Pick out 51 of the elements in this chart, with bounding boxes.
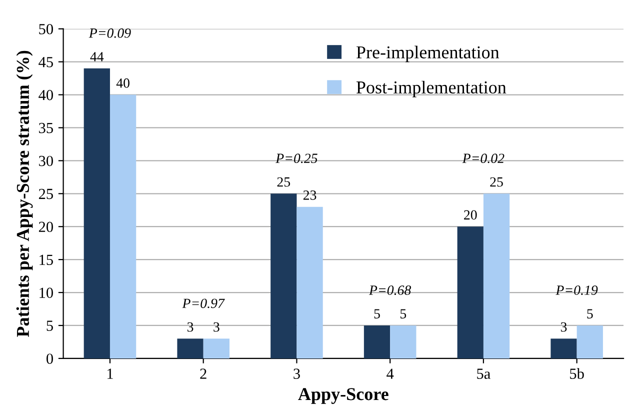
data-label: 3 xyxy=(214,322,220,332)
bar xyxy=(296,206,323,358)
x-tick-label: 5a xyxy=(477,368,490,379)
data-label: 20 xyxy=(464,210,477,220)
y-tick-label: 10 xyxy=(40,288,53,298)
y-tick-label: 5 xyxy=(46,320,53,331)
bar xyxy=(550,338,577,358)
y-tick-label: 20 xyxy=(38,222,53,232)
x-tick-label: 4 xyxy=(386,368,394,379)
bar xyxy=(576,325,603,358)
x-axis-title: Appy-Score xyxy=(298,388,388,404)
data-label: 3 xyxy=(560,322,567,332)
annotation: P=0.97 xyxy=(182,298,225,308)
y-tick-label: 50 xyxy=(39,24,53,34)
bar xyxy=(270,194,297,358)
bar xyxy=(483,194,510,358)
y-tick-label: 15 xyxy=(40,254,53,266)
annotation: P=0.02 xyxy=(462,154,504,164)
legend-label: Pre-implementation xyxy=(356,46,500,62)
y-tick-label: 25 xyxy=(38,188,53,200)
bar xyxy=(84,68,110,358)
bar xyxy=(457,226,484,358)
data-label: 40 xyxy=(116,78,130,88)
data-label: 25 xyxy=(277,177,290,187)
y-tick-label: 35 xyxy=(39,122,53,134)
annotation: P=0.19 xyxy=(556,286,598,295)
bar xyxy=(390,325,416,358)
data-label: 3 xyxy=(187,322,194,332)
y-tick-label: 40 xyxy=(38,90,53,100)
y-tick-label: 45 xyxy=(38,57,53,68)
bar xyxy=(110,94,136,358)
data-label: 5 xyxy=(374,309,380,318)
x-tick-label: 2 xyxy=(200,368,206,379)
annotation: P=0.25 xyxy=(276,154,318,164)
y-tick-label: 30 xyxy=(39,156,53,166)
data-label: 5 xyxy=(587,309,593,318)
bar xyxy=(203,338,230,358)
bar xyxy=(364,325,390,358)
legend-label: Post-implementation xyxy=(356,80,506,98)
x-tick-label: 3 xyxy=(294,368,300,379)
data-label: 44 xyxy=(90,52,104,62)
data-label: 23 xyxy=(303,190,316,200)
x-tick-label: 1 xyxy=(108,368,113,379)
y-tick-label: 0 xyxy=(46,354,53,364)
y-axis-title: Patients per Appy-Score stratum (%) xyxy=(16,50,33,337)
annotation: P=0.09 xyxy=(88,28,131,38)
annotation: P=0.68 xyxy=(368,286,412,295)
data-label: 5 xyxy=(400,309,406,318)
data-label: 25 xyxy=(490,177,503,187)
bar xyxy=(177,338,204,358)
x-tick-label: 5b xyxy=(570,368,584,379)
